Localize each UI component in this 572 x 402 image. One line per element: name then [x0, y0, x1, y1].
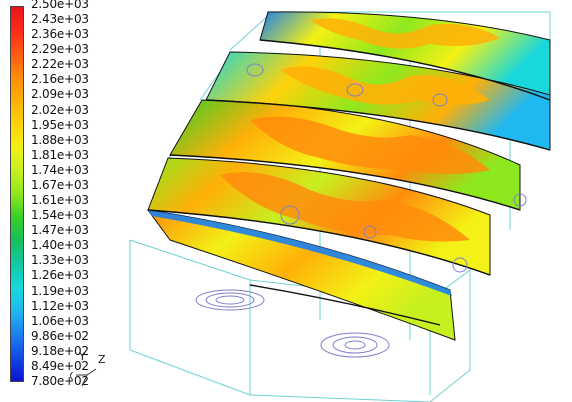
- legend-label: 1.06e+03: [31, 313, 89, 328]
- legend-label: 1.12e+03: [31, 298, 89, 313]
- legend-labels: 2.50e+03 2.43e+03 2.36e+03 2.29e+03 2.22e+03…: [31, 0, 111, 402]
- legend-label: 2.36e+03: [31, 27, 89, 42]
- axis-y-label: Y: [78, 350, 86, 363]
- legend-label: 1.88e+03: [31, 132, 89, 147]
- legend-label: 2.16e+03: [31, 72, 89, 87]
- legend-label: 1.26e+03: [31, 268, 89, 283]
- colorbar: [10, 6, 24, 382]
- slice-5-blue-edge: [148, 210, 452, 296]
- legend-label: 1.95e+03: [31, 117, 89, 132]
- legend-label: 2.50e+03: [31, 0, 89, 11]
- legend-label: 1.67e+03: [31, 177, 89, 192]
- legend-label: 2.02e+03: [31, 102, 89, 117]
- slice-1-blob: [310, 18, 500, 49]
- contour-plot-3d: [129, 11, 551, 402]
- legend-label: 2.43e+03: [31, 12, 89, 27]
- legend-label: 7.80e+02: [31, 374, 89, 388]
- axis-triad: Y Z X: [70, 350, 106, 387]
- legend-label: 1.81e+03: [31, 147, 89, 162]
- slice-2-blob: [280, 66, 490, 105]
- legend-label: 1.74e+03: [31, 162, 89, 177]
- legend-label: 1.33e+03: [31, 253, 89, 268]
- legend-label: 9.18e+02: [31, 343, 89, 358]
- legend-label: 1.40e+03: [31, 238, 89, 253]
- legend-label: 2.22e+03: [31, 57, 89, 72]
- slice-3-blob: [250, 116, 490, 174]
- swirl-rings: [195, 63, 527, 358]
- contour-legend: 2.50e+03 2.43e+03 2.36e+03 2.29e+03 2.22e+03…: [0, 0, 110, 402]
- legend-label: 1.19e+03: [31, 283, 89, 298]
- legend-label: 1.54e+03: [31, 208, 89, 223]
- legend-label: 2.29e+03: [31, 42, 89, 57]
- slice-4-blob: [220, 172, 470, 242]
- legend-label: 8.49e+02: [31, 358, 89, 373]
- slice-outlines: [147, 39, 551, 326]
- legend-label: 2.09e+03: [31, 87, 89, 102]
- axis-x-label: X: [70, 370, 74, 383]
- axis-z-label: Z: [98, 353, 106, 366]
- legend-label: 9.86e+02: [31, 328, 89, 343]
- legend-label: 1.47e+03: [31, 223, 89, 238]
- legend-label: 1.61e+03: [31, 193, 89, 208]
